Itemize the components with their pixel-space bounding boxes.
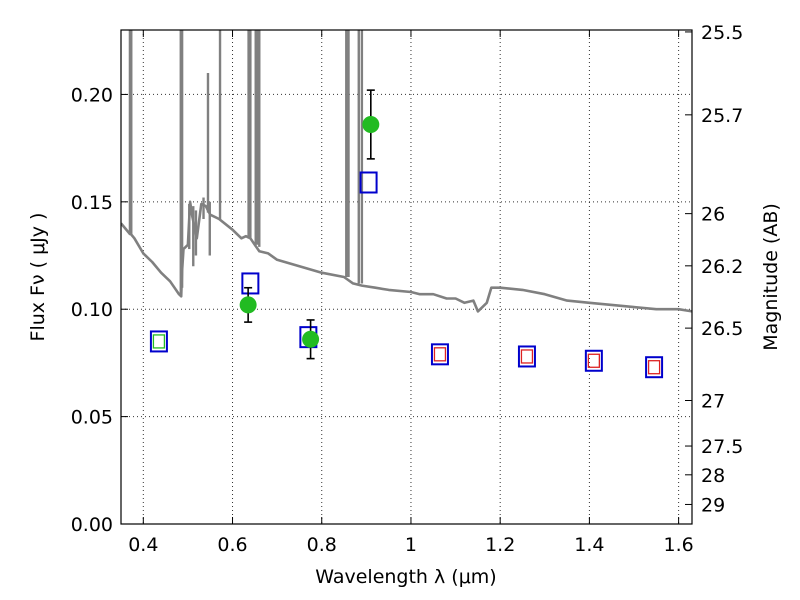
model-box-inner: [587, 353, 601, 368]
y-tick-label: 0.10: [71, 299, 113, 321]
observed-point: [239, 296, 257, 314]
x-axis-label: Wavelength λ (μm): [315, 566, 496, 588]
sed-model-curve: [121, 30, 692, 313]
y2-axis-ticks: 25.5 25.7 26 26.2 26.5 27 27.5 28 29: [685, 22, 743, 516]
model-box-inner: [433, 347, 447, 362]
x-tick-label: 1.4: [574, 534, 604, 556]
x-tick-label: 1.6: [664, 534, 694, 556]
y-tick-label: 0.00: [71, 514, 113, 536]
y2-tick-label: 29: [701, 494, 725, 516]
y-tick-label: 0.05: [71, 407, 113, 429]
x-tick-label: 0.6: [217, 534, 247, 556]
y-tick-label: 0.20: [71, 84, 113, 106]
model-photometry-boxes: [149, 171, 664, 379]
model-box: [359, 171, 378, 194]
y2-tick-label: 26.5: [701, 318, 743, 340]
y2-tick-label: 25.5: [701, 22, 743, 44]
x-tick-label: 0.4: [128, 534, 158, 556]
observed-point: [302, 330, 320, 348]
model-box: [517, 345, 536, 368]
model-box-inner: [520, 349, 534, 364]
x-tick-label: 1.2: [485, 534, 515, 556]
model-box: [149, 330, 168, 353]
y2-tick-label: 25.7: [701, 105, 743, 127]
x-tick-label: 0.8: [307, 534, 337, 556]
y2-tick-label: 28: [701, 465, 725, 487]
observed-point: [362, 116, 380, 134]
model-box: [645, 356, 664, 379]
model-box: [241, 272, 260, 295]
y2-tick-label: 26: [701, 204, 725, 226]
model-box: [584, 349, 603, 372]
model-box: [430, 343, 449, 366]
y-axis-ticks: 0.00 0.05 0.10 0.15 0.20: [71, 84, 128, 536]
x-tick-label: 1: [405, 534, 417, 556]
observed-photometry: [239, 89, 380, 360]
y2-tick-label: 26.2: [701, 256, 743, 278]
model-box-inner: [647, 360, 661, 375]
y-tick-label: 0.15: [71, 192, 113, 214]
model-box-inner: [152, 334, 166, 349]
y2-tick-label: 27: [701, 391, 725, 413]
y-axis-label: Flux Fν ( μJy ): [27, 213, 49, 342]
grid-lines: [121, 30, 692, 525]
y2-tick-label: 27.5: [701, 436, 743, 458]
x-axis-ticks: 0.4 0.6 0.8 1 1.2 1.4 1.6: [128, 30, 694, 556]
y2-axis-label: Magnitude (AB): [760, 203, 782, 351]
plot-frame: [120, 29, 693, 525]
sed-line: [121, 200, 692, 313]
